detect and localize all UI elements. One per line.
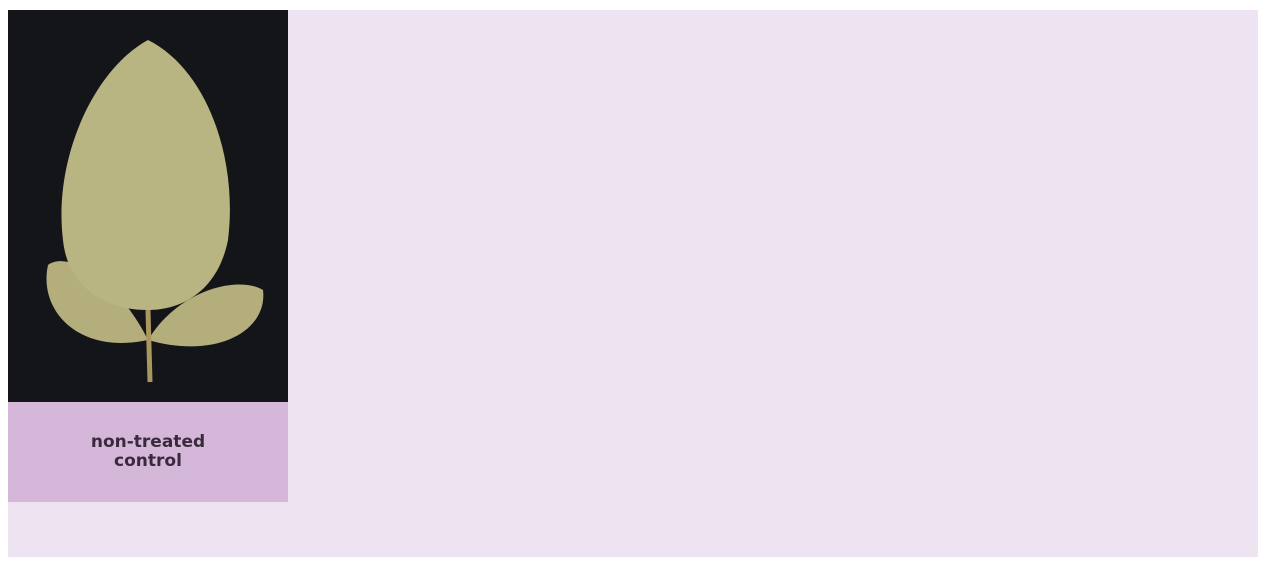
leaf-photo [8,10,288,402]
caption-line: non-treated [91,433,205,452]
leaf-illustration [8,10,288,402]
leaf [61,40,229,310]
frame: 94%controlZorvec™ fungicide0.25 L/ha34%c… [8,10,1258,557]
page: {"panels": [ {"percent": "94%", "label":… [0,0,1266,567]
stem [148,310,150,382]
caption-line: control [114,452,182,471]
